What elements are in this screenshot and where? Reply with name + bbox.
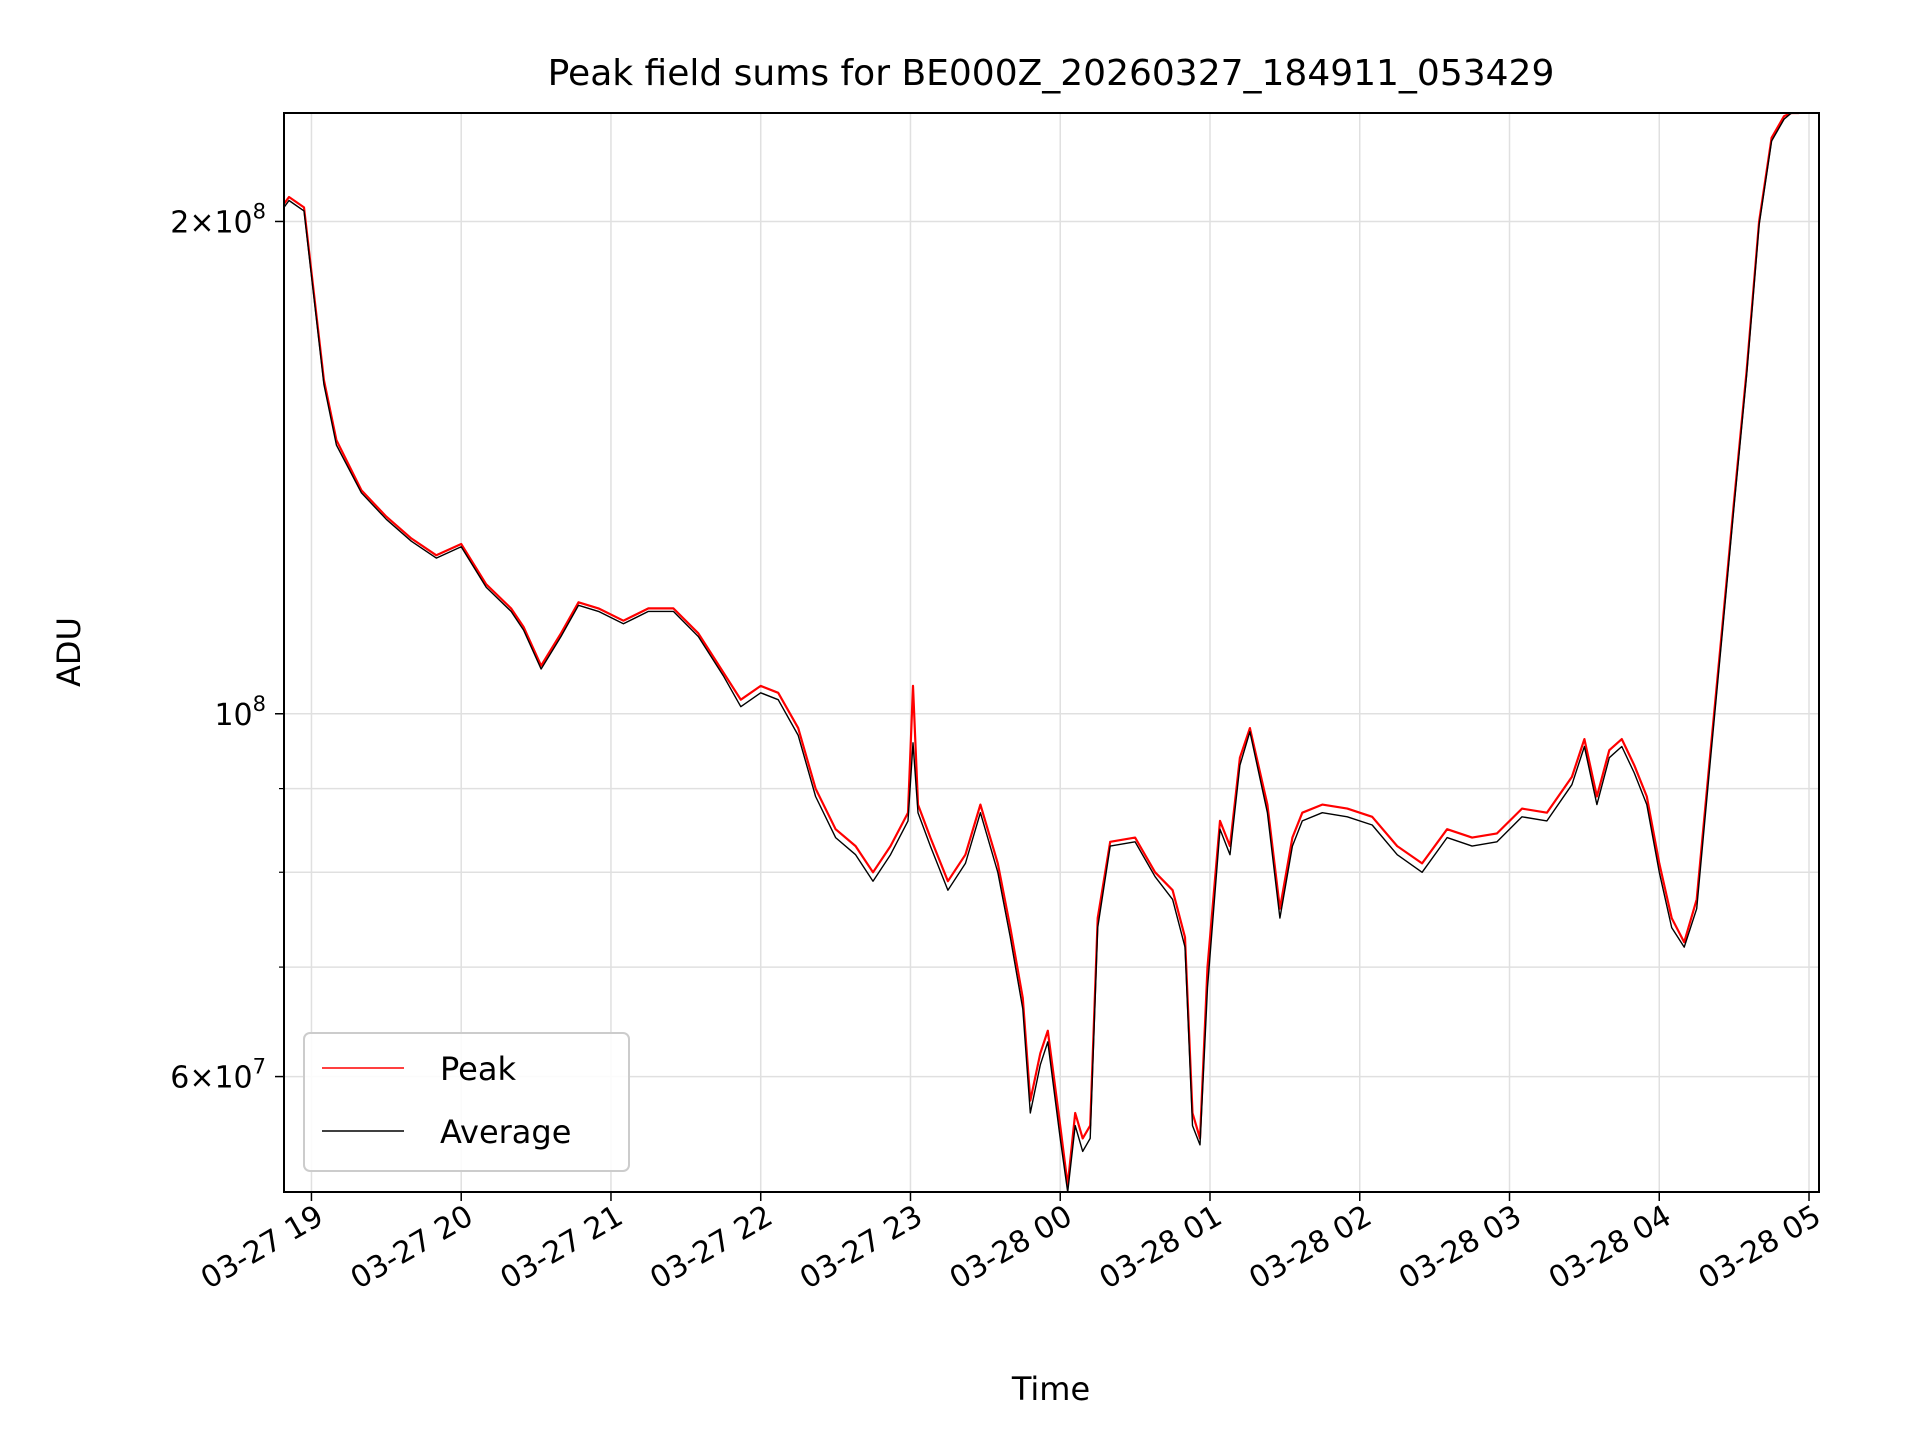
series-line-peak: [284, 113, 1799, 1187]
y-tick-label: 6×107: [170, 1055, 266, 1096]
series-layer: [284, 113, 1799, 1192]
y-axis-label: ADU: [50, 617, 88, 687]
chart-title: Peak field sums for BE000Z_20260327_1849…: [548, 53, 1555, 94]
y-tick-exponent: 8: [253, 199, 266, 223]
y-tick-mantissa: 6: [170, 1061, 189, 1096]
series-line-average: [284, 113, 1799, 1192]
y-tick-label: 108: [214, 692, 266, 733]
y-tick-exponent: 7: [253, 1055, 266, 1079]
legend-label-peak: Peak: [440, 1050, 516, 1088]
y-tick-mantissa: 2: [170, 205, 189, 240]
y-axis: 2×108 108 6×107: [170, 199, 284, 1096]
y-tick-label: 2×108: [170, 199, 266, 240]
plot-frame: [283, 112, 1820, 1193]
legend: Peak Average: [303, 1032, 630, 1172]
y-tick-exponent: 8: [253, 692, 266, 716]
x-axis-label: Time: [1011, 1370, 1090, 1408]
legend-label-average: Average: [440, 1113, 571, 1151]
grid: [284, 113, 1819, 1192]
